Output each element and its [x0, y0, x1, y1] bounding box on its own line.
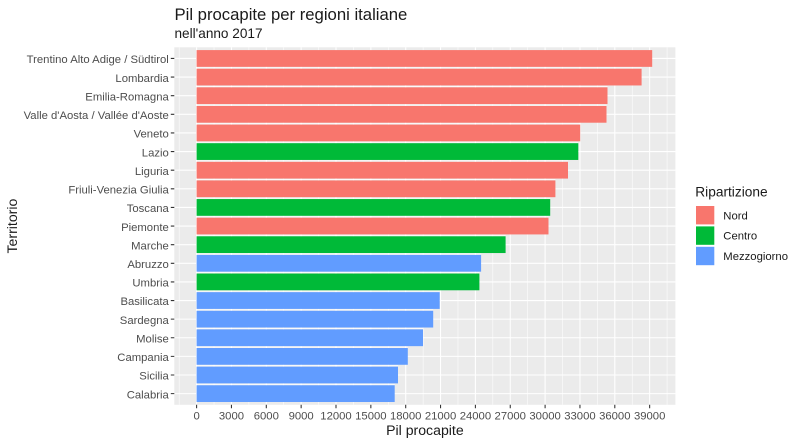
svg-text:Emilia-Romagna: Emilia-Romagna [85, 91, 169, 103]
svg-text:39000: 39000 [634, 411, 665, 423]
svg-text:12000: 12000 [320, 411, 351, 423]
svg-text:nell'anno 2017: nell'anno 2017 [175, 26, 263, 41]
svg-text:Valle d'Aosta / Vallée d'Aoste: Valle d'Aosta / Vallée d'Aoste [24, 110, 169, 122]
svg-text:Lazio: Lazio [142, 147, 169, 159]
svg-text:Pil procapite per regioni ital: Pil procapite per regioni italiane [175, 5, 408, 24]
svg-text:Liguria: Liguria [135, 166, 170, 178]
svg-text:Molise: Molise [136, 333, 169, 345]
svg-text:21000: 21000 [425, 411, 456, 423]
svg-text:9000: 9000 [289, 411, 314, 423]
svg-text:15000: 15000 [355, 411, 386, 423]
svg-text:Piemonte: Piemonte [121, 222, 169, 234]
svg-text:Veneto: Veneto [134, 129, 169, 141]
svg-text:36000: 36000 [599, 411, 630, 423]
svg-text:Campania: Campania [117, 352, 169, 364]
svg-text:33000: 33000 [564, 411, 595, 423]
svg-text:Pil procapite: Pil procapite [386, 422, 464, 438]
svg-text:Centro: Centro [723, 231, 757, 243]
svg-text:Mezzogiorno: Mezzogiorno [723, 251, 788, 263]
svg-text:Basilicata: Basilicata [120, 296, 169, 308]
svg-text:Sardegna: Sardegna [120, 315, 170, 327]
svg-text:Trentino Alto Adige / Südtirol: Trentino Alto Adige / Südtirol [27, 54, 169, 66]
svg-text:Abruzzo: Abruzzo [127, 259, 168, 271]
svg-text:Friuli-Venezia Giulia: Friuli-Venezia Giulia [68, 185, 169, 197]
svg-text:Marche: Marche [131, 240, 169, 252]
svg-text:Umbria: Umbria [132, 278, 169, 290]
svg-text:0: 0 [193, 411, 199, 423]
svg-text:24000: 24000 [460, 411, 491, 423]
svg-text:Territorio: Territorio [4, 199, 20, 254]
svg-text:18000: 18000 [390, 411, 421, 423]
svg-text:6000: 6000 [254, 411, 279, 423]
svg-text:30000: 30000 [529, 411, 560, 423]
svg-text:Lombardia: Lombardia [115, 73, 169, 85]
svg-text:Calabria: Calabria [127, 389, 170, 401]
svg-text:Nord: Nord [723, 210, 748, 222]
svg-text:Sicilia: Sicilia [139, 371, 169, 383]
svg-text:Ripartizione: Ripartizione [695, 184, 767, 199]
svg-text:3000: 3000 [219, 411, 244, 423]
svg-text:Toscana: Toscana [127, 203, 170, 215]
svg-text:27000: 27000 [495, 411, 526, 423]
